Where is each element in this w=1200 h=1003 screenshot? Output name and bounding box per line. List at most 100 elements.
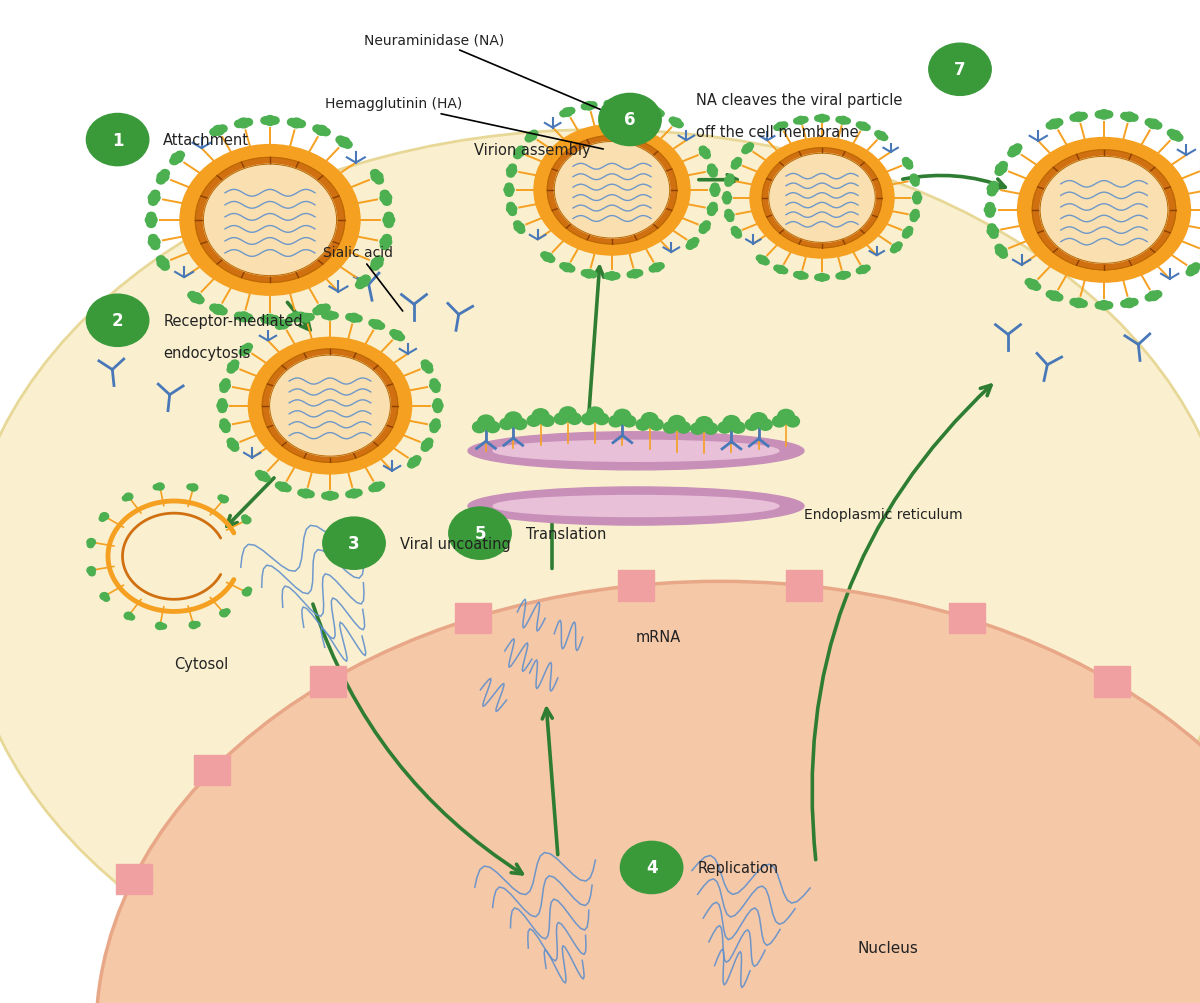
Circle shape	[1070, 115, 1079, 122]
Circle shape	[839, 272, 848, 280]
Circle shape	[776, 266, 786, 274]
Circle shape	[276, 323, 283, 330]
Circle shape	[990, 232, 998, 239]
Circle shape	[750, 413, 767, 427]
Circle shape	[547, 257, 554, 263]
Circle shape	[372, 321, 382, 330]
Circle shape	[343, 141, 352, 149]
Circle shape	[89, 571, 95, 576]
Circle shape	[301, 314, 311, 323]
Circle shape	[745, 419, 758, 431]
Circle shape	[86, 295, 149, 347]
Circle shape	[161, 171, 169, 178]
Circle shape	[506, 172, 515, 178]
Circle shape	[190, 484, 198, 491]
Circle shape	[100, 593, 109, 600]
Circle shape	[815, 116, 822, 122]
Circle shape	[614, 410, 631, 424]
Circle shape	[430, 426, 438, 433]
Circle shape	[325, 312, 335, 321]
Circle shape	[296, 313, 305, 320]
Circle shape	[276, 482, 283, 489]
Circle shape	[239, 349, 247, 356]
Circle shape	[774, 125, 781, 131]
Circle shape	[677, 422, 690, 433]
Circle shape	[242, 589, 251, 597]
Text: 4: 4	[646, 859, 658, 877]
Circle shape	[100, 517, 106, 522]
Circle shape	[473, 422, 486, 433]
Circle shape	[263, 350, 397, 462]
Circle shape	[708, 210, 715, 217]
Circle shape	[149, 236, 157, 243]
Circle shape	[377, 323, 384, 330]
Circle shape	[413, 456, 421, 463]
Circle shape	[301, 489, 311, 498]
Circle shape	[514, 224, 524, 232]
Circle shape	[278, 482, 288, 491]
Circle shape	[911, 175, 917, 181]
Circle shape	[278, 321, 288, 330]
Circle shape	[725, 177, 734, 185]
Circle shape	[691, 239, 698, 245]
Circle shape	[822, 116, 829, 122]
Circle shape	[1121, 113, 1129, 120]
Circle shape	[374, 257, 384, 264]
Circle shape	[722, 195, 732, 203]
Circle shape	[478, 415, 494, 429]
Text: Receptor-mediated: Receptor-mediated	[163, 314, 302, 328]
Circle shape	[1153, 122, 1162, 130]
Circle shape	[218, 495, 224, 500]
Circle shape	[527, 132, 536, 141]
Ellipse shape	[493, 441, 779, 461]
Circle shape	[145, 216, 157, 226]
Circle shape	[298, 489, 306, 496]
Circle shape	[902, 229, 912, 237]
Circle shape	[581, 271, 589, 277]
Circle shape	[371, 171, 379, 178]
Circle shape	[1104, 111, 1112, 118]
Circle shape	[1153, 291, 1162, 299]
Circle shape	[256, 471, 264, 477]
Circle shape	[264, 315, 276, 325]
Circle shape	[505, 191, 512, 198]
Text: 6: 6	[624, 111, 636, 129]
Circle shape	[656, 111, 664, 117]
Circle shape	[731, 164, 738, 170]
Circle shape	[774, 266, 781, 272]
Circle shape	[836, 117, 844, 123]
Circle shape	[995, 245, 1003, 252]
Circle shape	[260, 117, 270, 125]
Circle shape	[758, 257, 768, 265]
Circle shape	[732, 229, 742, 237]
Circle shape	[750, 138, 894, 259]
Circle shape	[245, 344, 252, 351]
Circle shape	[554, 142, 670, 239]
Circle shape	[160, 624, 167, 630]
Circle shape	[220, 422, 230, 430]
Circle shape	[380, 238, 391, 248]
Circle shape	[313, 308, 322, 316]
Circle shape	[796, 272, 805, 280]
Circle shape	[425, 367, 433, 374]
Circle shape	[527, 415, 540, 427]
Circle shape	[149, 194, 160, 204]
Circle shape	[540, 415, 554, 427]
Circle shape	[1170, 131, 1181, 140]
Circle shape	[354, 316, 362, 323]
Circle shape	[1025, 279, 1033, 286]
Circle shape	[1070, 299, 1079, 306]
Circle shape	[560, 111, 568, 117]
FancyBboxPatch shape	[786, 571, 822, 601]
Circle shape	[222, 379, 230, 386]
FancyBboxPatch shape	[1093, 667, 1129, 697]
Circle shape	[652, 264, 661, 273]
Circle shape	[1073, 113, 1085, 122]
Circle shape	[559, 407, 576, 421]
FancyBboxPatch shape	[115, 864, 151, 894]
Circle shape	[504, 187, 514, 195]
Circle shape	[421, 363, 432, 371]
Circle shape	[514, 419, 527, 430]
Circle shape	[86, 539, 96, 547]
Circle shape	[554, 413, 568, 425]
